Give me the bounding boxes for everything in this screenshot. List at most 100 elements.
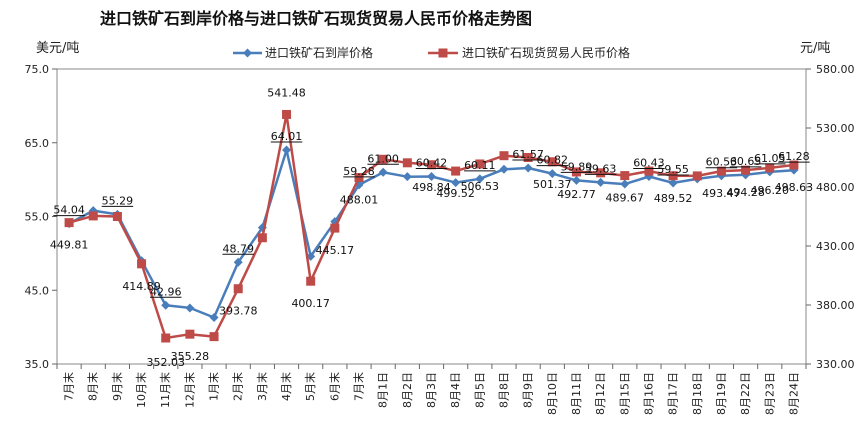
series-1-data-label-15: 60.42 [416, 157, 448, 170]
right-axis-unit: 元/吨 [800, 41, 830, 56]
y-right-tick-label-1: 380.00 [816, 299, 855, 312]
series-2-point-17 [475, 159, 485, 169]
series-2-point-14 [402, 158, 412, 168]
x-tick-label-0: 7月末 [62, 372, 76, 401]
series-1-data-label-9: 64.01 [271, 130, 303, 143]
x-tick-label-6: 1月末 [207, 372, 221, 401]
series-1-data-label-7: 48.79 [222, 242, 254, 255]
x-tick-label-24: 8月16日 [642, 372, 655, 415]
series-1-data-label-0: 54.04 [53, 204, 85, 217]
x-tick-label-19: 8月9日 [522, 372, 535, 408]
series-2-data-label-11: 445.17 [316, 244, 355, 257]
series-2-point-1 [88, 211, 98, 221]
x-tick-label-12: 7月末 [352, 372, 366, 401]
series-1-point-9 [282, 145, 292, 155]
series-1-data-label-20: 60.82 [537, 154, 569, 167]
series-1-point-23 [620, 179, 630, 189]
series-2-data-label-15: 498.84 [412, 181, 451, 194]
series-2-point-9 [282, 109, 292, 119]
x-tick-label-15: 8月3日 [425, 372, 438, 408]
x-tick-label-22: 8月12日 [594, 372, 607, 415]
series-2-point-15 [427, 160, 436, 170]
series-2-data-label-4: 352.03 [146, 356, 185, 369]
series-2-point-4 [161, 333, 171, 343]
series-1-point-13 [378, 167, 388, 177]
y-left-tick-label-2: 55.0 [25, 211, 50, 224]
series-2-data-label-12: 488.01 [340, 194, 379, 207]
series-2-point-20 [547, 157, 557, 167]
series-2-point-10 [306, 276, 316, 286]
series-2-point-18 [499, 151, 509, 161]
series-1-point-22 [596, 177, 606, 187]
series-2-data-label-10: 400.17 [291, 297, 330, 310]
series-1-point-16 [451, 178, 461, 188]
series-2-point-27 [716, 166, 726, 176]
legend-marker-series-1 [243, 48, 252, 58]
x-tick-label-10: 5月末 [303, 372, 317, 401]
series-2-line [68, 113, 795, 340]
series-2-point-28 [741, 165, 751, 175]
y-left-tick-label-1: 45.0 [25, 284, 50, 297]
series-2-point-2 [112, 212, 122, 221]
series-1-data-label-21: 59.89 [561, 160, 593, 173]
series-2-data-label-30: 498.63 [775, 181, 814, 194]
series-1-point-17 [475, 174, 485, 184]
series-1-data-label-22: 59.63 [585, 162, 617, 175]
y-right-tick-label-4: 530.00 [816, 122, 855, 135]
series-2-point-22 [596, 168, 606, 178]
x-tick-label-1: 8月末 [86, 372, 100, 401]
x-tick-label-29: 8月23日 [763, 372, 776, 415]
series-1-data-label-25: 59.55 [657, 163, 689, 176]
series-2-data-label-23: 489.67 [606, 192, 645, 205]
legend-label-series-1: 进口铁矿石到岸价格 [265, 45, 373, 60]
series-2-data-label-25: 489.52 [654, 192, 693, 205]
series-2-data-label-21: 492.77 [557, 188, 596, 201]
series-1-point-6 [209, 313, 219, 323]
series-2-point-13 [378, 154, 388, 164]
series-2-point-26 [692, 171, 702, 181]
x-tick-label-9: 4月末 [279, 372, 293, 401]
x-tick-label-30: 8月24日 [787, 372, 800, 415]
left-axis-unit: 美元/吨 [36, 41, 79, 56]
series-2-point-19 [523, 153, 533, 162]
series-1-point-5 [185, 303, 195, 313]
plot-area-frame [56, 68, 807, 365]
x-tick-label-13: 8月1日 [377, 372, 390, 408]
x-tick-label-28: 8月22日 [739, 372, 752, 415]
x-tick-label-3: 10月末 [134, 372, 148, 408]
series-1-data-label-19: 61.57 [512, 148, 544, 161]
x-tick-label-20: 8月10日 [546, 372, 559, 415]
x-tick-label-2: 9月末 [110, 372, 124, 401]
series-1-data-label-17: 60.11 [464, 159, 496, 172]
series-1-data-label-13: 61.00 [367, 152, 399, 165]
series-2-data-label-3: 414.89 [122, 280, 161, 293]
series-2-point-12 [354, 173, 364, 183]
series-2-point-3 [137, 259, 147, 269]
series-1-point-14 [402, 172, 412, 182]
series-2-point-7 [233, 284, 243, 294]
y-left-tick-label-0: 35.0 [25, 358, 50, 371]
series-1-point-4 [161, 300, 171, 310]
series-2-data-label-5: 355.28 [171, 350, 210, 363]
series-2-point-5 [185, 329, 195, 339]
x-tick-label-11: 6月末 [327, 372, 341, 401]
series-2-point-29 [765, 163, 775, 173]
series-1-point-7 [233, 257, 243, 267]
y-left-tick-label-4: 75.0 [25, 63, 50, 76]
series-2-point-30 [789, 160, 799, 170]
x-tick-label-8: 3月末 [255, 372, 269, 401]
series-1-data-label-28: 60.65 [730, 155, 762, 168]
x-tick-label-16: 8月4日 [449, 372, 462, 408]
series-2-point-21 [571, 167, 581, 177]
series-1-data-label-12: 59.28 [343, 165, 375, 178]
y-right-tick-label-3: 480.00 [816, 181, 855, 194]
x-tick-label-4: 11月末 [158, 372, 172, 408]
x-tick-label-26: 8月18日 [691, 372, 704, 415]
series-2-data-label-16: 499.52 [436, 187, 475, 200]
series-1-data-label-24: 60.43 [633, 156, 665, 169]
series-1-point-20 [547, 169, 557, 179]
series-1-data-label-4: 42.96 [150, 285, 182, 298]
series-2-point-11 [330, 223, 340, 233]
y-right-tick-label-2: 430.00 [816, 240, 855, 253]
series-2-point-8 [257, 233, 267, 243]
